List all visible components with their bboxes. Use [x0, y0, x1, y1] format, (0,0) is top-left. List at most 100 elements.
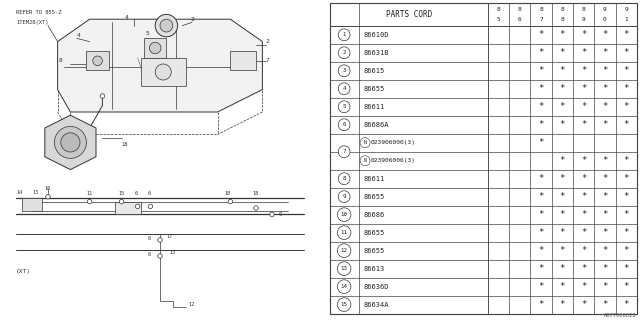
Text: 9: 9	[582, 17, 586, 22]
Text: *: *	[538, 84, 544, 93]
Text: 86610D: 86610D	[364, 32, 389, 38]
Text: 7: 7	[342, 149, 346, 154]
Polygon shape	[22, 198, 42, 211]
Text: AB77000028: AB77000028	[604, 313, 637, 318]
Circle shape	[339, 173, 350, 185]
Text: *: *	[602, 156, 607, 165]
Text: *: *	[602, 120, 607, 129]
Polygon shape	[86, 51, 109, 70]
Text: 7: 7	[266, 58, 269, 63]
Polygon shape	[45, 115, 96, 170]
Text: 86611: 86611	[364, 176, 385, 182]
Circle shape	[156, 14, 178, 37]
Text: *: *	[538, 300, 544, 309]
Text: 023906006(3): 023906006(3)	[371, 158, 416, 163]
Text: 6: 6	[147, 252, 150, 257]
Text: *: *	[602, 66, 607, 75]
Text: *: *	[538, 192, 544, 201]
Text: *: *	[602, 102, 607, 111]
Text: *: *	[623, 300, 629, 309]
Text: *: *	[559, 282, 565, 291]
Text: 86613: 86613	[364, 266, 385, 272]
Text: 2: 2	[266, 39, 269, 44]
Text: *: *	[602, 192, 607, 201]
Circle shape	[93, 56, 102, 66]
Text: 13: 13	[170, 250, 176, 255]
Text: 6: 6	[518, 17, 522, 22]
Circle shape	[156, 64, 172, 80]
Text: *: *	[559, 174, 565, 183]
Circle shape	[136, 204, 140, 209]
Text: 13: 13	[340, 266, 348, 271]
Circle shape	[339, 65, 350, 77]
Text: *: *	[538, 120, 544, 129]
Text: *: *	[559, 102, 565, 111]
Text: 86655: 86655	[364, 230, 385, 236]
Text: *: *	[602, 48, 607, 57]
Text: 4: 4	[342, 86, 346, 91]
Circle shape	[120, 199, 124, 204]
Text: *: *	[602, 174, 607, 183]
Text: 9: 9	[278, 212, 282, 217]
Text: *: *	[602, 282, 607, 291]
Text: *: *	[581, 84, 586, 93]
Text: *: *	[602, 84, 607, 93]
Text: *: *	[623, 174, 629, 183]
Text: 9: 9	[342, 194, 346, 199]
Text: 11: 11	[340, 230, 348, 235]
Circle shape	[100, 94, 105, 98]
Text: 8: 8	[518, 7, 522, 12]
Text: 6: 6	[134, 191, 138, 196]
Text: 9: 9	[624, 7, 628, 12]
Text: 86686: 86686	[364, 212, 385, 218]
Text: *: *	[559, 156, 565, 165]
Text: 86636D: 86636D	[364, 284, 389, 290]
Text: N: N	[364, 140, 367, 145]
Circle shape	[339, 146, 350, 158]
Text: 6: 6	[147, 236, 150, 241]
Circle shape	[339, 83, 350, 95]
Text: 10: 10	[224, 191, 230, 196]
Text: *: *	[581, 246, 586, 255]
Text: *: *	[538, 282, 544, 291]
Text: 11: 11	[86, 191, 93, 196]
Text: 0: 0	[603, 17, 607, 22]
Text: PARTS CORD: PARTS CORD	[385, 10, 432, 19]
Text: *: *	[602, 30, 607, 39]
Text: *: *	[538, 174, 544, 183]
Circle shape	[88, 199, 92, 204]
Text: ITEM28(XT): ITEM28(XT)	[16, 20, 49, 25]
Circle shape	[339, 47, 350, 59]
Text: 86631B: 86631B	[364, 50, 389, 56]
Text: *: *	[559, 84, 565, 93]
Polygon shape	[115, 202, 141, 214]
Text: *: *	[559, 120, 565, 129]
Text: *: *	[581, 156, 586, 165]
Text: 16: 16	[45, 186, 51, 191]
Polygon shape	[230, 51, 256, 70]
Text: *: *	[581, 120, 586, 129]
Text: 12: 12	[340, 248, 348, 253]
Text: *: *	[581, 264, 586, 273]
Circle shape	[360, 156, 370, 166]
Text: *: *	[602, 228, 607, 237]
Text: *: *	[623, 48, 629, 57]
Text: 86655: 86655	[364, 86, 385, 92]
Text: *: *	[538, 246, 544, 255]
Text: *: *	[538, 48, 544, 57]
Text: 86615: 86615	[364, 68, 385, 74]
Circle shape	[339, 191, 350, 203]
Text: *: *	[559, 300, 565, 309]
Text: *: *	[581, 228, 586, 237]
Text: *: *	[559, 246, 565, 255]
Text: *: *	[623, 264, 629, 273]
Circle shape	[339, 101, 350, 113]
Text: *: *	[581, 300, 586, 309]
Text: 86686A: 86686A	[364, 122, 389, 128]
Text: 4: 4	[125, 15, 129, 20]
Text: *: *	[623, 84, 629, 93]
Circle shape	[360, 138, 370, 148]
Text: 18: 18	[253, 191, 259, 196]
Text: 12: 12	[189, 301, 195, 307]
Text: *: *	[623, 282, 629, 291]
